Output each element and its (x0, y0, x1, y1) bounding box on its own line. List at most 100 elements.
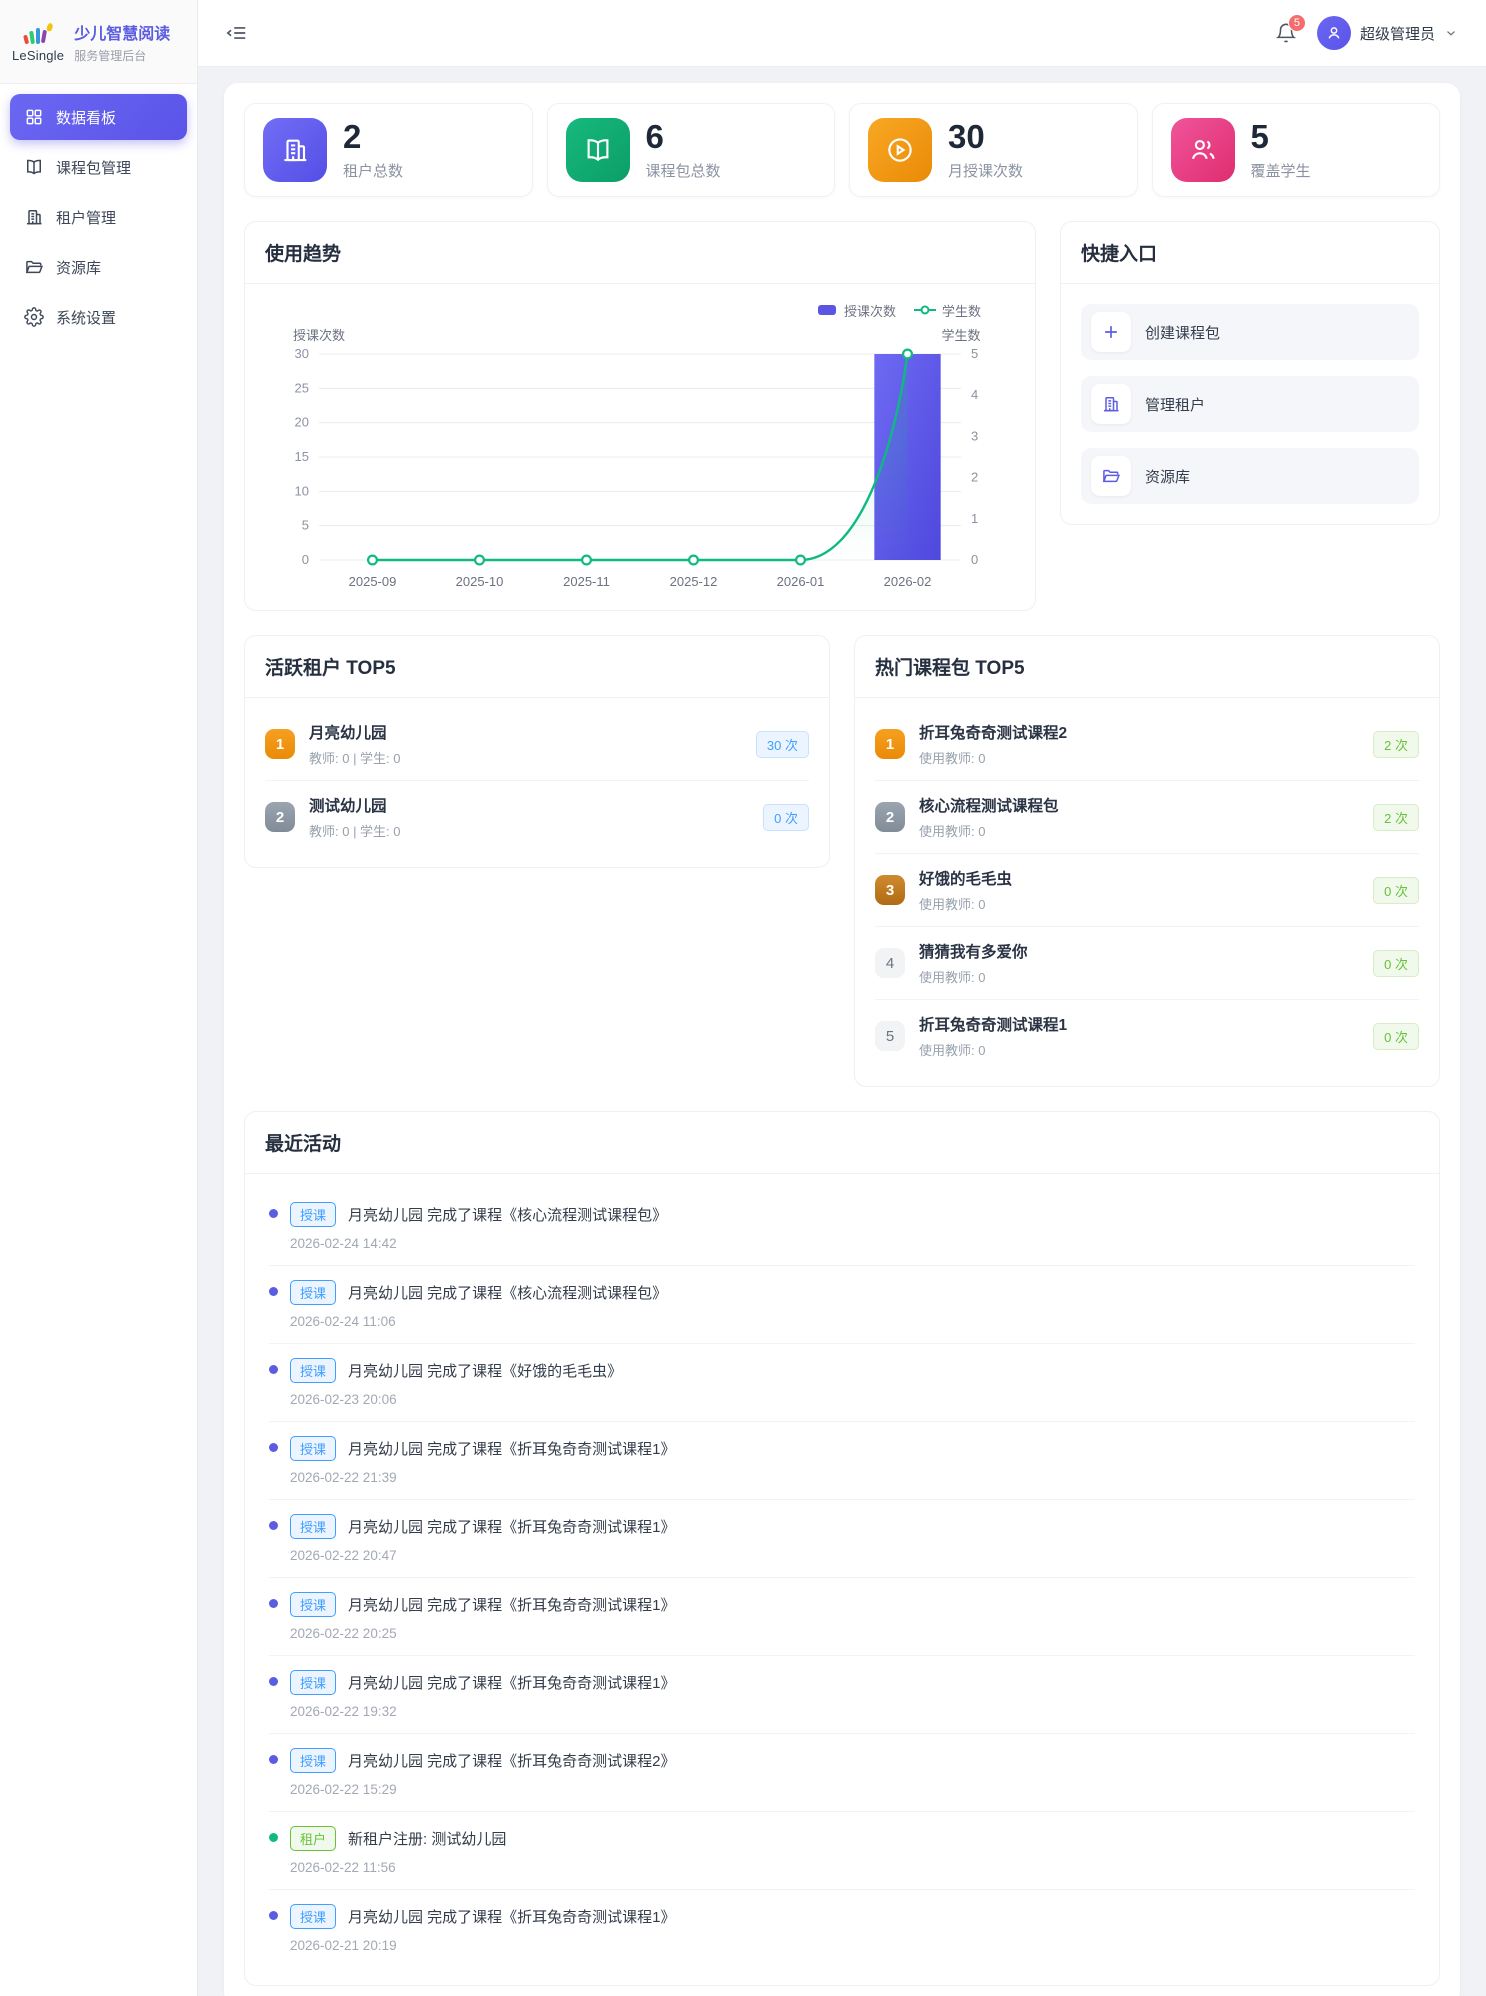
stat-value: 2 (343, 118, 362, 156)
usage-trend-chart: 0 5 10 15 20 25 30 0 1 2 3 4 5 授课次数 学生数 2025-09 2025-10 2… (265, 324, 1015, 596)
top-item-name: 核心流程测试课程包 (919, 798, 1059, 815)
activity-item: 授课 月亮幼儿园 完成了课程《核心流程测试课程包》 2026-02-24 14:42 (269, 1188, 1415, 1266)
activity-item: 授课 月亮幼儿园 完成了课程《折耳兔奇奇测试课程2》 2026-02-22 15:2… (269, 1734, 1415, 1812)
svg-text:10: 10 (295, 483, 309, 498)
plus-icon (1091, 312, 1131, 352)
panel-header: 最近活动 (245, 1112, 1439, 1174)
notifications-button[interactable]: 5 (1275, 14, 1306, 44)
quick-resource-library[interactable]: 资源库 (1081, 448, 1419, 504)
user-menu[interactable]: 超级管理员 (1316, 16, 1458, 50)
activity-body: 授课 月亮幼儿园 完成了课程《核心流程测试课程包》 2026-02-24 11:06 (290, 1280, 667, 1329)
logo-bars-icon (23, 22, 53, 44)
stat-card-students: 5 覆盖学生 (1151, 103, 1440, 197)
top-item-name: 折耳兔奇奇测试课程2 (919, 725, 1068, 742)
activity-text: 月亮幼儿园 完成了课程《好饿的毛毛虫》 (348, 1363, 623, 1380)
activity-timestamp: 2026-02-22 15:29 (290, 1782, 397, 1797)
quick-entry-list: 创建课程包 管理租户 (1061, 284, 1439, 524)
building-icon (263, 118, 327, 182)
rank-badge: 1 (875, 729, 905, 759)
sidebar-item-label: 资源库 (56, 259, 102, 277)
activity-item: 授课 月亮幼儿园 完成了课程《折耳兔奇奇测试课程1》 2026-02-21 20:1… (269, 1890, 1415, 1967)
top-item-info: 折耳兔奇奇测试课程2 使用教师: 0 (919, 721, 1359, 767)
activity-body: 授课 月亮幼儿园 完成了课程《折耳兔奇奇测试课程1》 2026-02-22 20:2… (290, 1592, 676, 1641)
recent-activity-panel: 最近活动 授课 月亮幼儿园 完成了课程《核心流程测试课程包》 2026-02-24 … (244, 1111, 1440, 1986)
count-badge: 0 次 (1373, 949, 1419, 977)
activity-item: 授课 月亮幼儿园 完成了课程《核心流程测试课程包》 2026-02-24 11:06 (269, 1266, 1415, 1344)
top-list-item: 2 测试幼儿园 教师: 0 | 学生: 0 0 次 (265, 781, 809, 853)
chevron-down-icon (1447, 31, 1455, 36)
svg-text:20: 20 (295, 415, 309, 430)
activity-dot (269, 1677, 278, 1686)
trend-quick-row: 使用趋势 授课次数 学生数 0 5 10 15 20 25 30 0 1 2 3 4 5 授课次数 学生数 20… (244, 221, 1440, 611)
activity-body: 授课 月亮幼儿园 完成了课程《好饿的毛毛虫》 2026-02-23 20:06 (290, 1358, 622, 1407)
activity-type-badge: 授课 (290, 1514, 337, 1539)
top-list-item: 2 核心流程测试课程包 使用教师: 0 2 次 (875, 781, 1419, 854)
svg-text:5: 5 (302, 518, 309, 533)
sidebar-collapse-button[interactable] (226, 22, 248, 44)
activity-body: 授课 月亮幼儿园 完成了课程《折耳兔奇奇测试课程2》 2026-02-22 15:2… (290, 1748, 676, 1797)
svg-text:4: 4 (971, 387, 978, 402)
activity-timestamp: 2026-02-22 19:32 (290, 1704, 397, 1719)
activity-head: 授课 月亮幼儿园 完成了课程《折耳兔奇奇测试课程1》 (290, 1904, 676, 1929)
activity-head: 授课 月亮幼儿园 完成了课程《折耳兔奇奇测试课程1》 (290, 1514, 676, 1539)
main-area: 5 超级管理员 (198, 0, 1486, 1996)
activity-type-badge: 授课 (290, 1592, 337, 1617)
svg-text:25: 25 (295, 380, 309, 395)
activity-item: 授课 月亮幼儿园 完成了课程《折耳兔奇奇测试课程1》 2026-02-22 20:4… (269, 1500, 1415, 1578)
book-icon (24, 157, 44, 177)
activity-dot (269, 1833, 278, 1842)
activity-text: 月亮幼儿园 完成了课程《核心流程测试课程包》 (348, 1285, 668, 1302)
avatar (1316, 16, 1351, 50)
panel-title: 热门课程包 TOP5 (875, 658, 1025, 679)
activity-dot (269, 1599, 278, 1608)
trend-chart-svg: 0 5 10 15 20 25 30 0 1 2 3 4 5 授课次数 学生数 2025-09 2025-10 2… (293, 328, 981, 589)
top-item-meta: 教师: 0 | 学生: 0 (309, 751, 401, 766)
quick-manage-tenants[interactable]: 管理租户 (1081, 376, 1419, 432)
sidebar-item-tenants[interactable]: 租户管理 (10, 194, 187, 240)
activity-head: 授课 月亮幼儿园 完成了课程《核心流程测试课程包》 (290, 1202, 667, 1227)
panel-header: 活跃租户 TOP5 (245, 636, 829, 698)
activity-item: 租户 新租户注册: 测试幼儿园 2026-02-22 11:56 (269, 1812, 1415, 1890)
activity-body: 授课 月亮幼儿园 完成了课程《核心流程测试课程包》 2026-02-24 14:42 (290, 1202, 667, 1251)
sidebar-menu: 数据看板 课程包管理 租户管理 资源库 (0, 84, 197, 354)
top-item-meta: 教师: 0 | 学生: 0 (309, 824, 401, 839)
panel-header: 使用趋势 (245, 222, 1035, 284)
person-icon (1328, 27, 1340, 39)
activity-type-badge: 授课 (290, 1202, 337, 1227)
sidebar-item-settings[interactable]: 系统设置 (10, 294, 187, 340)
trend-chart-body: 授课次数 学生数 0 5 10 15 20 25 30 0 1 2 3 4 5 授课次数 学生数 2025-09… (245, 284, 1035, 610)
legend-item-lessons[interactable]: 授课次数 (816, 300, 896, 320)
sidebar-item-course-packages[interactable]: 课程包管理 (10, 144, 187, 190)
gear-icon (24, 307, 44, 327)
quick-create-course-package[interactable]: 创建课程包 (1081, 304, 1419, 360)
svg-text:2026-02: 2026-02 (884, 574, 932, 589)
activity-dot (269, 1287, 278, 1296)
activity-head: 授课 月亮幼儿园 完成了课程《折耳兔奇奇测试课程1》 (290, 1670, 676, 1695)
top-item-info: 折耳兔奇奇测试课程1 使用教师: 0 (919, 1013, 1359, 1059)
count-badge: 2 次 (1373, 730, 1419, 758)
svg-text:2025-10: 2025-10 (456, 574, 504, 589)
stat-label: 课程包总数 (645, 162, 721, 180)
svg-text:15: 15 (295, 449, 309, 464)
page-content: 2 租户总数 6 课程包总数 (198, 67, 1486, 1996)
stat-card-monthly-lessons: 30 月授课次数 (849, 103, 1138, 197)
rank-badge: 1 (265, 729, 295, 759)
sidebar-item-label: 系统设置 (56, 309, 117, 327)
activity-text: 月亮幼儿园 完成了课程《折耳兔奇奇测试课程1》 (348, 1597, 676, 1614)
activity-item: 授课 月亮幼儿园 完成了课程《好饿的毛毛虫》 2026-02-23 20:06 (269, 1344, 1415, 1422)
activity-head: 授课 月亮幼儿园 完成了课程《折耳兔奇奇测试课程1》 (290, 1592, 676, 1617)
brand-logo: LeSingle 少儿智慧阅读 服务管理后台 (0, 0, 197, 84)
activity-timestamp: 2026-02-22 20:47 (290, 1548, 397, 1563)
usage-trend-panel: 使用趋势 授课次数 学生数 0 5 10 15 20 25 30 0 1 2 3 4 5 授课次数 学生数 20… (244, 221, 1036, 611)
brand-text: 少儿智慧阅读 服务管理后台 (74, 20, 170, 64)
rank-badge: 2 (265, 802, 295, 832)
legend-item-students[interactable]: 学生数 (913, 300, 981, 320)
hot-course-packages-panel: 热门课程包 TOP5 1 折耳兔奇奇测试课程2 使用教师: 0 2 次 2 核心流程测试课… (854, 635, 1440, 1087)
rank-badge: 2 (875, 802, 905, 832)
sidebar-item-dashboard[interactable]: 数据看板 (10, 94, 187, 140)
svg-text:2: 2 (971, 470, 978, 485)
panel-header: 快捷入口 (1061, 222, 1439, 284)
recent-activity-list: 授课 月亮幼儿园 完成了课程《核心流程测试课程包》 2026-02-24 14:42… (245, 1174, 1439, 1985)
sidebar-item-resources[interactable]: 资源库 (10, 244, 187, 290)
